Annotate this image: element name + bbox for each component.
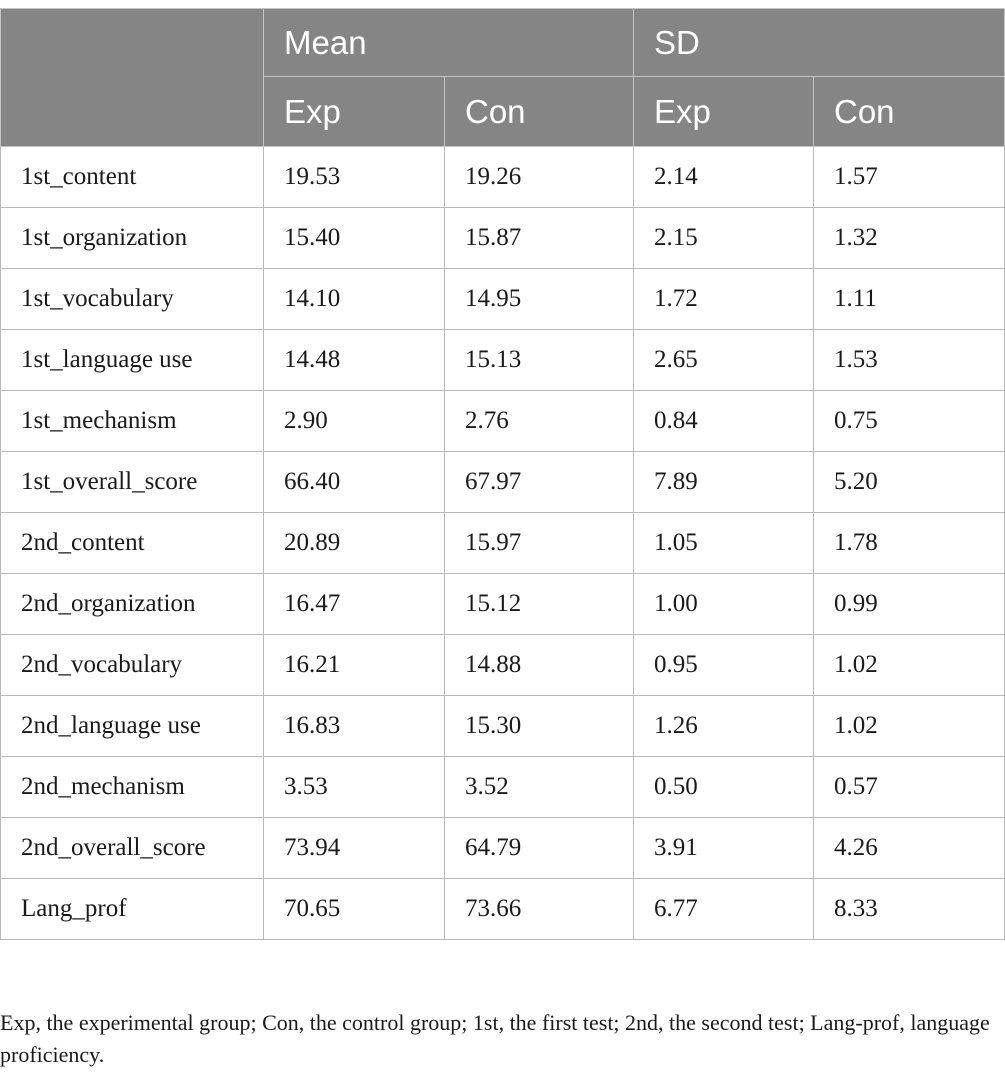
table-row: 1st_vocabulary 14.10 14.95 1.72 1.11 (0, 268, 1005, 330)
table-row: 2nd_language use 16.83 15.30 1.26 1.02 (0, 695, 1005, 757)
sd-con-cell: 4.26 (813, 817, 1005, 879)
header-sd: SD (633, 8, 1005, 77)
mean-con-cell: 67.97 (444, 451, 634, 513)
sd-exp-cell: 1.05 (633, 512, 814, 574)
sd-exp-cell: 6.77 (633, 878, 814, 940)
sd-exp-cell: 2.14 (633, 146, 814, 208)
mean-con-cell: 15.87 (444, 207, 634, 269)
mean-exp-cell: 14.48 (263, 329, 445, 391)
mean-exp-cell: 20.89 (263, 512, 445, 574)
header-mean: Mean (263, 8, 634, 77)
sd-exp-cell: 2.15 (633, 207, 814, 269)
descriptive-stats-table: Mean SD Exp Con Exp Con 1st_content 19.53… (0, 8, 1005, 940)
sd-exp-cell: 1.26 (633, 695, 814, 757)
mean-con-cell: 14.88 (444, 634, 634, 696)
row-label: 2nd_content (0, 512, 264, 574)
sd-con-cell: 0.75 (813, 390, 1005, 452)
table-footnote: Exp, the experimental group; Con, the co… (0, 1010, 990, 1067)
row-label: 1st_content (0, 146, 264, 208)
sd-exp-cell: 0.84 (633, 390, 814, 452)
mean-con-cell: 14.95 (444, 268, 634, 330)
row-label: 1st_overall_score (0, 451, 264, 513)
mean-con-cell: 15.12 (444, 573, 634, 635)
mean-con-cell: 2.76 (444, 390, 634, 452)
header-corner-cell (0, 8, 264, 147)
table-row: Lang_prof 70.65 73.66 6.77 8.33 (0, 878, 1005, 940)
sd-con-cell: 1.32 (813, 207, 1005, 269)
sd-exp-cell: 1.00 (633, 573, 814, 635)
sd-con-cell: 1.11 (813, 268, 1005, 330)
row-label: 1st_language use (0, 329, 264, 391)
sd-con-cell: 1.02 (813, 695, 1005, 757)
sd-con-cell: 1.53 (813, 329, 1005, 391)
mean-exp-cell: 15.40 (263, 207, 445, 269)
mean-con-cell: 73.66 (444, 878, 634, 940)
mean-exp-cell: 73.94 (263, 817, 445, 879)
header-sd-con: Con (813, 76, 1005, 147)
sd-exp-cell: 0.50 (633, 756, 814, 818)
row-label: 1st_vocabulary (0, 268, 264, 330)
table-row: 2nd_overall_score 73.94 64.79 3.91 4.26 (0, 817, 1005, 879)
table-row: 1st_organization 15.40 15.87 2.15 1.32 (0, 207, 1005, 269)
table-row: 1st_mechanism 2.90 2.76 0.84 0.75 (0, 390, 1005, 452)
mean-con-cell: 19.26 (444, 146, 634, 208)
table-header: Mean SD Exp Con Exp Con (0, 8, 1005, 147)
mean-exp-cell: 16.47 (263, 573, 445, 635)
row-label: 2nd_mechanism (0, 756, 264, 818)
mean-con-cell: 15.13 (444, 329, 634, 391)
header-mean-exp: Exp (263, 76, 445, 147)
sd-exp-cell: 2.65 (633, 329, 814, 391)
mean-con-cell: 15.97 (444, 512, 634, 574)
sd-exp-cell: 0.95 (633, 634, 814, 696)
row-label: 1st_organization (0, 207, 264, 269)
sd-con-cell: 0.57 (813, 756, 1005, 818)
table-row: 2nd_organization 16.47 15.12 1.00 0.99 (0, 573, 1005, 635)
sd-exp-cell: 3.91 (633, 817, 814, 879)
row-label: 2nd_overall_score (0, 817, 264, 879)
mean-exp-cell: 19.53 (263, 146, 445, 208)
sd-con-cell: 1.57 (813, 146, 1005, 208)
mean-con-cell: 3.52 (444, 756, 634, 818)
sd-exp-cell: 7.89 (633, 451, 814, 513)
mean-exp-cell: 16.83 (263, 695, 445, 757)
table-row: 2nd_content 20.89 15.97 1.05 1.78 (0, 512, 1005, 574)
header-row-groups: Mean SD (0, 8, 1005, 147)
row-label: 2nd_organization (0, 573, 264, 635)
table-row: 2nd_mechanism 3.53 3.52 0.50 0.57 (0, 756, 1005, 818)
table-row: 1st_content 19.53 19.26 2.14 1.57 (0, 146, 1005, 208)
row-label: 1st_mechanism (0, 390, 264, 452)
sd-exp-cell: 1.72 (633, 268, 814, 330)
table-body: 1st_content 19.53 19.26 2.14 1.57 1st_organiz… (0, 146, 1005, 940)
header-sd-exp: Exp (633, 76, 814, 147)
sd-con-cell: 1.02 (813, 634, 1005, 696)
table-row: 1st_overall_score 66.40 67.97 7.89 5.20 (0, 451, 1005, 513)
sd-con-cell: 0.99 (813, 573, 1005, 635)
table-row: 2nd_vocabulary 16.21 14.88 0.95 1.02 (0, 634, 1005, 696)
row-label: 2nd_language use (0, 695, 264, 757)
mean-exp-cell: 3.53 (263, 756, 445, 818)
mean-exp-cell: 14.10 (263, 268, 445, 330)
row-label: Lang_prof (0, 878, 264, 940)
header-row-subgroups: Exp Con Exp Con (1, 76, 1005, 147)
mean-exp-cell: 16.21 (263, 634, 445, 696)
header-mean-con: Con (444, 76, 634, 147)
sd-con-cell: 8.33 (813, 878, 1005, 940)
mean-exp-cell: 2.90 (263, 390, 445, 452)
mean-exp-cell: 66.40 (263, 451, 445, 513)
mean-con-cell: 64.79 (444, 817, 634, 879)
mean-exp-cell: 70.65 (263, 878, 445, 940)
sd-con-cell: 1.78 (813, 512, 1005, 574)
sd-con-cell: 5.20 (813, 451, 1005, 513)
table-row: 1st_language use 14.48 15.13 2.65 1.53 (0, 329, 1005, 391)
mean-con-cell: 15.30 (444, 695, 634, 757)
row-label: 2nd_vocabulary (0, 634, 264, 696)
